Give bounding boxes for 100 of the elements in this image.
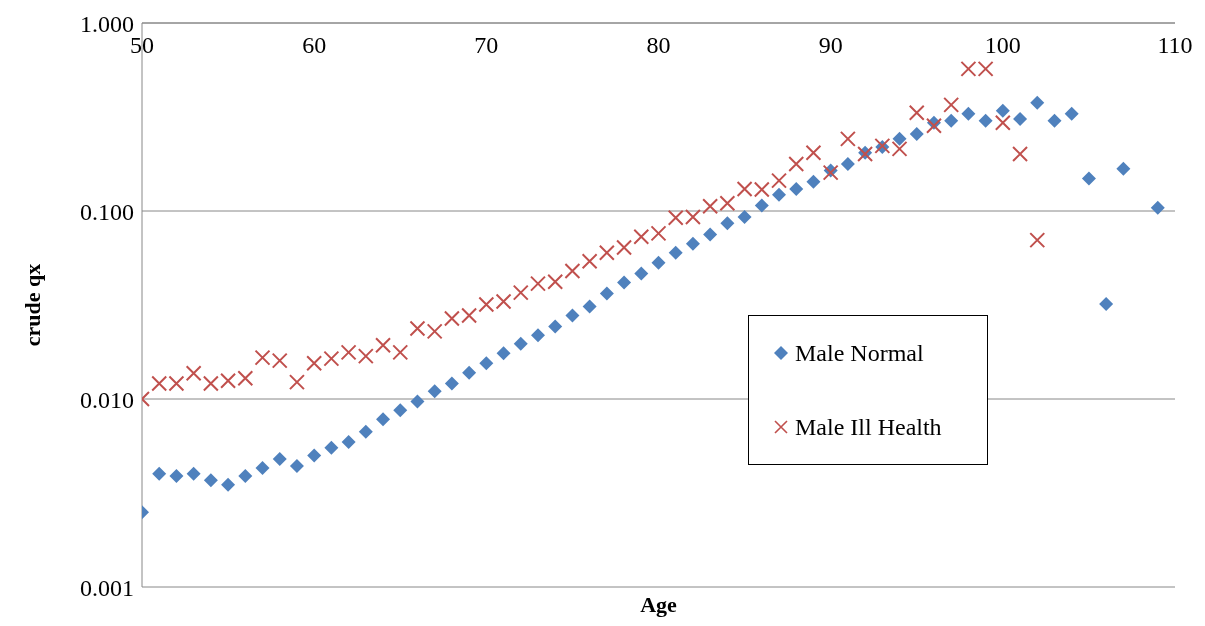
point <box>496 346 511 361</box>
point <box>237 370 254 387</box>
point <box>462 365 477 380</box>
point <box>323 350 340 367</box>
point <box>651 255 666 270</box>
point <box>427 384 442 399</box>
point <box>1030 95 1045 110</box>
point <box>272 451 287 466</box>
point <box>650 225 667 242</box>
point <box>288 374 305 391</box>
x-tick-label: 90 <box>818 32 843 58</box>
point <box>254 349 271 366</box>
point <box>1099 297 1114 312</box>
point <box>548 319 563 334</box>
point <box>1116 161 1131 176</box>
point <box>1064 106 1079 121</box>
point <box>341 435 356 450</box>
point <box>772 187 787 202</box>
point <box>633 228 650 245</box>
point <box>1150 200 1165 215</box>
point <box>599 286 614 301</box>
point <box>806 174 821 189</box>
point <box>908 104 925 121</box>
point <box>289 459 304 474</box>
point <box>393 403 408 418</box>
point <box>565 308 580 323</box>
point <box>617 275 632 290</box>
point <box>994 114 1011 131</box>
x-tick-label: 60 <box>302 32 327 58</box>
point <box>891 140 908 157</box>
point <box>1081 171 1096 186</box>
point <box>375 337 392 354</box>
x-tick-label: 100 <box>984 32 1021 58</box>
point <box>512 284 529 301</box>
point <box>152 466 167 481</box>
point <box>340 344 357 361</box>
point <box>892 131 907 146</box>
point <box>702 198 719 215</box>
point <box>444 376 459 391</box>
y-tick-label: 0.010 <box>80 386 134 413</box>
point <box>995 103 1010 118</box>
point <box>478 296 495 313</box>
point <box>324 440 339 455</box>
point <box>185 365 202 382</box>
point <box>582 299 597 314</box>
point <box>307 448 322 463</box>
point <box>443 310 460 327</box>
point <box>255 460 270 475</box>
point <box>703 227 718 242</box>
point <box>513 336 528 351</box>
point <box>495 293 512 310</box>
point <box>271 352 288 369</box>
point <box>1047 113 1062 128</box>
point <box>909 126 924 141</box>
point <box>616 239 633 256</box>
point <box>461 307 478 324</box>
point <box>392 344 409 361</box>
point <box>720 216 735 231</box>
x-tick-label: 70 <box>474 32 499 58</box>
point <box>840 156 855 171</box>
point <box>788 155 805 172</box>
point <box>789 181 804 196</box>
point <box>169 468 184 483</box>
legend-label: Male Normal <box>795 339 924 367</box>
point <box>186 466 201 481</box>
point <box>1029 232 1046 249</box>
point <box>598 244 615 261</box>
point <box>668 245 683 260</box>
point <box>202 375 219 392</box>
point <box>754 198 769 213</box>
point <box>376 412 391 427</box>
point <box>358 424 373 439</box>
y-tick-label: 0.100 <box>80 198 134 225</box>
point <box>426 323 443 340</box>
point <box>634 266 649 281</box>
point <box>221 477 236 492</box>
point <box>220 372 237 389</box>
point <box>839 130 856 147</box>
x-tick-label: 80 <box>646 32 671 58</box>
point <box>530 328 545 343</box>
point <box>978 113 993 128</box>
y-axis-title: crude qx <box>19 263 45 347</box>
point <box>564 262 581 279</box>
point <box>943 96 960 113</box>
point <box>410 394 425 409</box>
point <box>925 117 942 134</box>
point <box>203 473 218 488</box>
point <box>581 253 598 270</box>
point <box>1012 146 1029 162</box>
y-tick-label: 0.001 <box>80 574 134 601</box>
point <box>944 113 959 128</box>
x-tick-label: 110 <box>1157 32 1193 58</box>
point <box>479 356 494 371</box>
point <box>771 172 788 189</box>
point <box>961 106 976 121</box>
point <box>737 209 752 224</box>
point <box>719 195 736 212</box>
point <box>1013 111 1028 126</box>
point <box>238 468 253 483</box>
point <box>805 144 822 161</box>
